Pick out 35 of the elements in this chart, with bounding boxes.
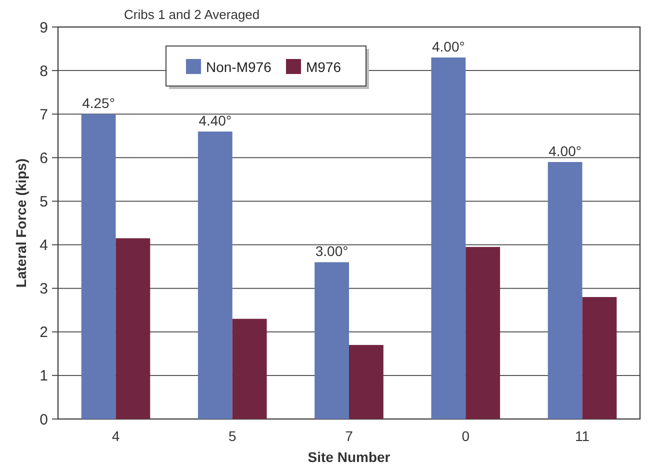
legend-label: M976 <box>306 59 342 75</box>
x-tick-label: 4 <box>112 428 120 444</box>
y-tick-label: 5 <box>40 193 48 210</box>
y-tick-label: 1 <box>40 368 48 385</box>
annotation: 4.40° <box>198 112 232 129</box>
y-tick-label: 6 <box>40 150 48 167</box>
bar <box>349 344 384 419</box>
x-tick-label: 5 <box>228 428 236 444</box>
x-tick-label: 11 <box>574 428 590 444</box>
annotation: 4.25° <box>82 95 115 112</box>
annotation: 3.00° <box>315 243 348 260</box>
y-axis-title: Lateral Force (kips) <box>13 158 29 288</box>
annotation: 4.00° <box>432 38 465 54</box>
y-tick-label: 9 <box>40 19 48 36</box>
bar <box>314 262 349 419</box>
y-tick-label: 2 <box>40 324 48 342</box>
y-tick-label: 8 <box>40 62 48 80</box>
chart-title: Cribs 1 and 2 Averaged <box>124 7 260 22</box>
x-tick-label: 7 <box>345 428 354 444</box>
y-tick-label: 3 <box>40 280 48 298</box>
bar <box>81 114 116 419</box>
bar <box>116 238 150 419</box>
x-axis-title: Site Number <box>308 449 391 465</box>
bar <box>232 318 267 419</box>
y-tick-label: 7 <box>40 106 48 124</box>
bar <box>466 246 500 419</box>
legend-label: Non-M976 <box>206 59 272 75</box>
annotation: 4.00° <box>548 143 582 160</box>
x-tick-label: 0 <box>462 428 470 444</box>
y-tick-label: 4 <box>40 237 48 254</box>
bar <box>582 297 617 419</box>
bar <box>198 132 232 419</box>
bar <box>548 162 582 419</box>
bar <box>431 57 466 419</box>
y-tick-label: 0 <box>40 411 48 428</box>
